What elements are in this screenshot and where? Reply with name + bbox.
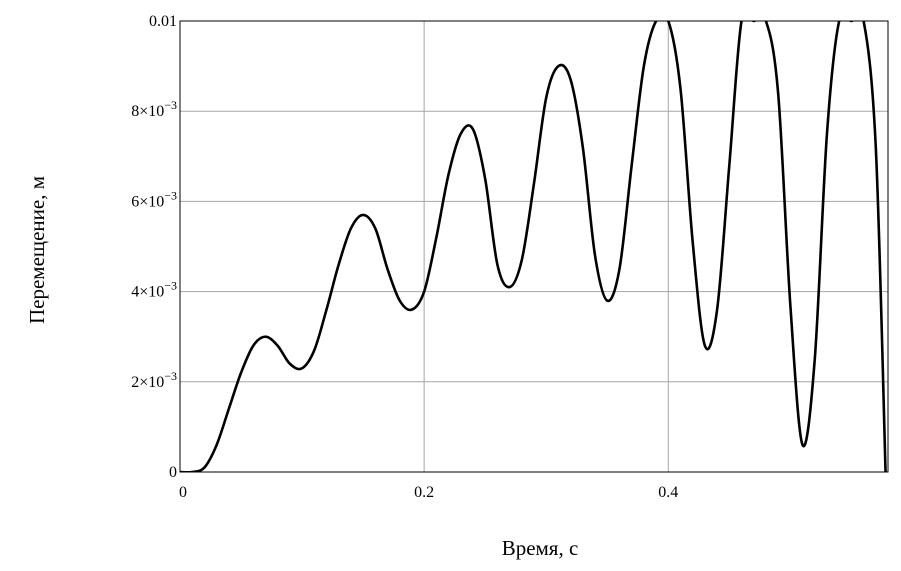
- y-tick-label-1: 2×10−3: [131, 369, 177, 391]
- x-axis-title: Время, с: [502, 536, 579, 560]
- y-tick-label-4: 8×10−3: [131, 98, 177, 120]
- y-tick-label-0: 0: [169, 464, 177, 481]
- x-tick-label-0: 0: [179, 484, 187, 501]
- grid: [180, 21, 888, 472]
- y-tick-label-5: 0.01: [149, 13, 177, 30]
- x-tick-label-2: 0.4: [658, 484, 678, 501]
- plot-frame: [179, 20, 889, 473]
- x-tick-label-1: 0.2: [414, 484, 434, 501]
- x-tick-labels: 0 0.2 0.4: [179, 484, 678, 501]
- y-tick-label-3: 6×10−3: [131, 188, 177, 210]
- y-tick-labels: 0 2×10−3 4×10−3 6×10−3 8×10−3 0.01: [131, 13, 177, 481]
- series-line-0: [180, 21, 887, 472]
- y-tick-label-2: 4×10−3: [131, 279, 177, 301]
- series-group: [180, 21, 887, 472]
- y-axis-title: Перемещение, м: [25, 176, 49, 324]
